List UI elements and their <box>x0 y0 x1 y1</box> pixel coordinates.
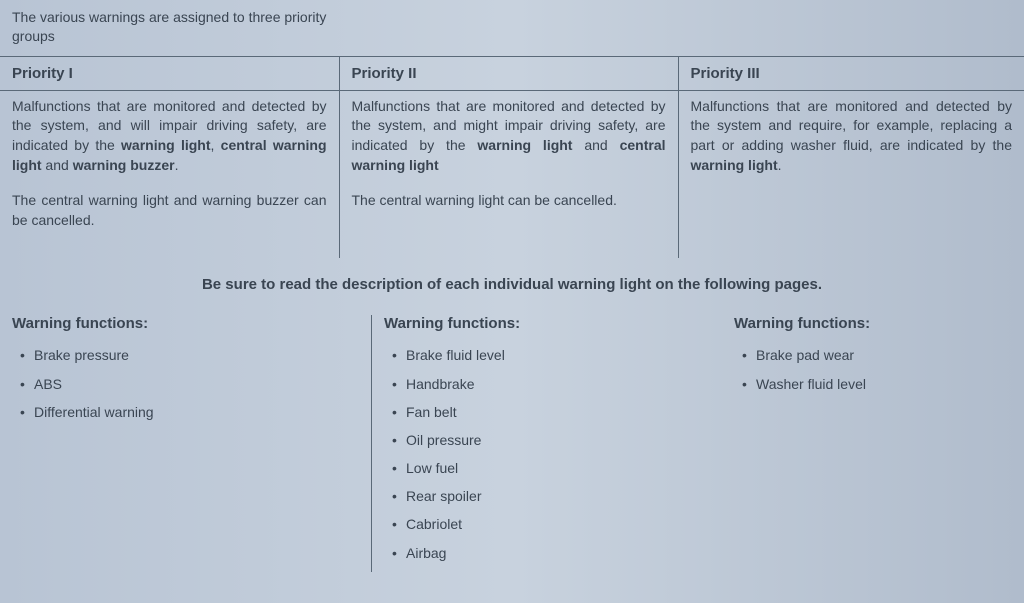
list-item: ABS <box>20 375 359 393</box>
functions-col-3: Warning functions: Brake pad wear Washer… <box>722 315 1024 572</box>
functions-row: Warning functions: Brake pressure ABS Di… <box>0 315 1024 572</box>
list-item: Handbrake <box>392 375 710 393</box>
func-header-1: Warning functions: <box>12 315 359 332</box>
func-list-2: Brake fluid level Handbrake Fan belt Oil… <box>384 346 710 562</box>
list-item: Low fuel <box>392 459 710 477</box>
list-item: Rear spoiler <box>392 487 710 505</box>
functions-col-1: Warning functions: Brake pressure ABS Di… <box>0 315 371 572</box>
header-priority-2: Priority II <box>339 56 678 90</box>
list-item: Fan belt <box>392 403 710 421</box>
list-item: Brake fluid level <box>392 346 710 364</box>
p2-sep1: and <box>572 137 619 153</box>
list-item: Oil pressure <box>392 431 710 449</box>
intro-text: The various warnings are assigned to thr… <box>0 0 360 56</box>
func-list-3: Brake pad wear Washer fluid level <box>734 346 1012 392</box>
p3-desc-pre: Malfunctions that are monitored and dete… <box>691 98 1013 153</box>
p2-bold1: warning light <box>477 137 572 153</box>
center-note: Be sure to read the description of each … <box>0 258 1024 315</box>
p3-bold1: warning light <box>691 157 778 173</box>
p1-desc-post: . <box>175 157 179 173</box>
list-item: Washer fluid level <box>742 375 1012 393</box>
p2-cancel: The central warning light can be cancell… <box>352 191 666 211</box>
list-item: Differential warning <box>20 403 359 421</box>
p1-bold1: warning light <box>121 137 210 153</box>
functions-col-2: Warning functions: Brake fluid level Han… <box>371 315 722 572</box>
func-header-2: Warning functions: <box>384 315 710 332</box>
cell-priority-3: Malfunctions that are monitored and dete… <box>678 90 1024 258</box>
header-priority-1: Priority I <box>0 56 339 90</box>
cell-priority-1: Malfunctions that are monitored and dete… <box>0 90 339 258</box>
p1-bold3: warning buzzer <box>73 157 175 173</box>
list-item: Brake pressure <box>20 346 359 364</box>
p1-cancel: The central warning light and warning bu… <box>12 191 327 230</box>
p1-sep2: and <box>42 157 73 173</box>
func-list-1: Brake pressure ABS Differential warning <box>12 346 359 421</box>
list-item: Cabriolet <box>392 515 710 533</box>
list-item: Brake pad wear <box>742 346 1012 364</box>
func-header-3: Warning functions: <box>734 315 1012 332</box>
p1-sep1: , <box>211 137 221 153</box>
cell-priority-2: Malfunctions that are monitored and dete… <box>339 90 678 258</box>
header-priority-3: Priority III <box>678 56 1024 90</box>
p3-desc-post: . <box>778 157 782 173</box>
priority-table: Priority I Priority II Priority III Malf… <box>0 56 1024 259</box>
list-item: Airbag <box>392 544 710 562</box>
